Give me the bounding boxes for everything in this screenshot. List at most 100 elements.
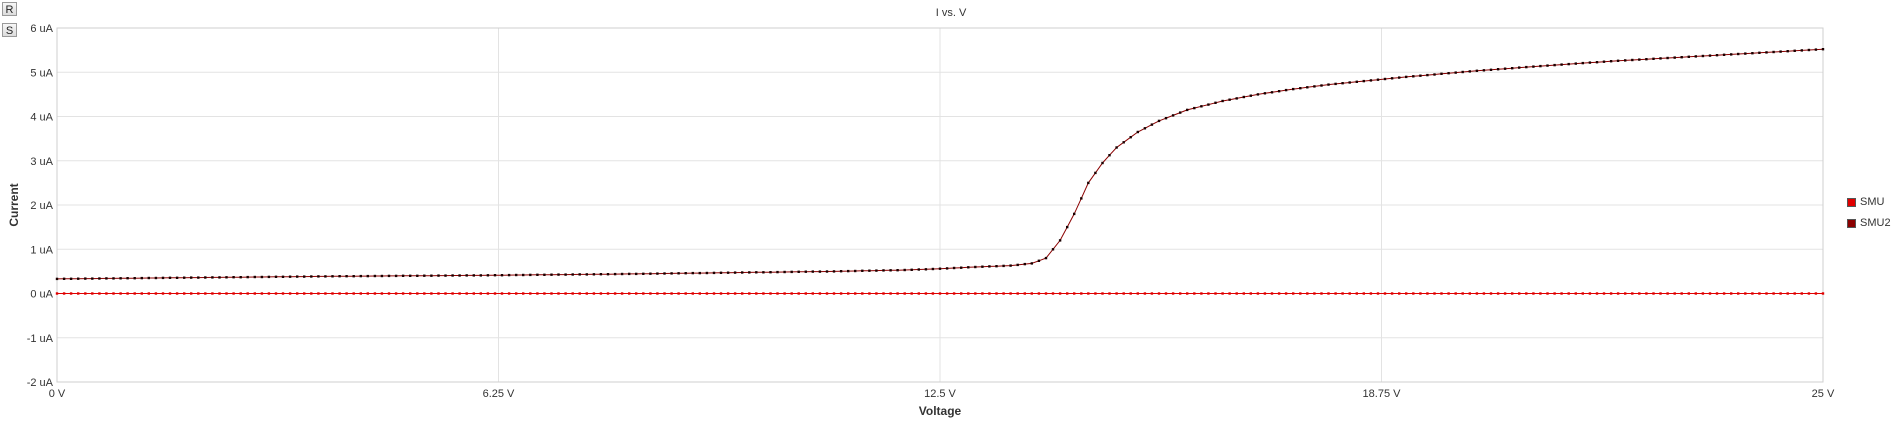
data-point [1150, 292, 1154, 295]
settings-button[interactable]: S [2, 23, 17, 37]
data-point [204, 292, 207, 295]
data-point [698, 271, 701, 275]
legend-item-smu[interactable]: SMU [1847, 196, 1884, 208]
data-point [783, 292, 786, 295]
y-tick-label: 6 uA [30, 23, 53, 35]
data-point [507, 292, 511, 295]
reset-button[interactable]: R [2, 2, 17, 16]
data-point [500, 292, 504, 295]
data-point [988, 292, 991, 295]
data-point [1638, 292, 1641, 295]
data-point [296, 292, 299, 295]
data-point [479, 292, 482, 295]
data-point [1277, 90, 1281, 93]
y-axis-label: Current [7, 183, 21, 226]
data-point [995, 265, 998, 268]
data-point [140, 276, 143, 280]
data-point [1263, 292, 1267, 295]
data-point [69, 277, 73, 280]
data-point [960, 266, 963, 269]
data-point [536, 292, 539, 295]
data-point [1292, 87, 1295, 91]
data-point [260, 292, 264, 295]
data-point [225, 292, 228, 295]
data-point [147, 276, 150, 280]
data-point [317, 292, 320, 295]
data-point [1496, 292, 1500, 295]
chart-title: I vs. V [936, 7, 967, 19]
data-point [1680, 56, 1683, 59]
data-point [338, 275, 341, 278]
data-point [366, 274, 369, 278]
data-point [825, 292, 829, 295]
data-point [1673, 56, 1676, 59]
data-point [380, 292, 384, 295]
data-point [338, 292, 341, 295]
data-point [1503, 292, 1507, 295]
data-point [1214, 292, 1217, 295]
data-point [1772, 292, 1775, 295]
data-point [1758, 51, 1761, 54]
data-point [91, 292, 94, 295]
data-point [1638, 58, 1641, 61]
data-point [1058, 239, 1062, 242]
series-layer [55, 48, 1825, 295]
data-point [1426, 73, 1429, 77]
data-point [769, 271, 772, 274]
data-point [882, 292, 885, 295]
data-point [1807, 48, 1811, 52]
data-point [359, 292, 362, 295]
data-point [733, 292, 737, 295]
data-point [1221, 292, 1224, 295]
data-point [1440, 292, 1443, 295]
data-point [656, 272, 659, 275]
data-point [479, 274, 482, 277]
data-point [232, 276, 235, 279]
data-point [536, 273, 539, 276]
data-point [345, 292, 348, 295]
data-point [677, 272, 680, 275]
data-point [1320, 292, 1323, 295]
data-point [1588, 292, 1592, 295]
data-point [748, 271, 751, 274]
data-point [712, 271, 716, 275]
data-point [1369, 292, 1373, 295]
data-point [705, 292, 709, 295]
data-point [1652, 292, 1655, 295]
data-point [1511, 292, 1514, 295]
data-point [1751, 52, 1754, 55]
data-point [726, 271, 730, 274]
data-point [1645, 58, 1648, 61]
data-point [628, 292, 631, 295]
data-point [1560, 63, 1563, 66]
data-point [1228, 98, 1231, 101]
data-point [1694, 292, 1697, 295]
data-point [472, 274, 475, 277]
data-point [1051, 248, 1055, 251]
data-point [1546, 292, 1549, 295]
y-tick-label: 3 uA [30, 156, 53, 168]
data-point [1299, 87, 1302, 90]
data-point [606, 273, 610, 276]
legend-item-smu2[interactable]: SMU2 [1847, 217, 1891, 229]
data-point [175, 276, 179, 279]
data-point [938, 267, 942, 270]
data-point [288, 275, 292, 278]
data-point [465, 292, 468, 295]
data-point [564, 292, 567, 295]
data-point [1730, 292, 1733, 295]
data-point [1320, 84, 1323, 87]
data-point [1405, 75, 1408, 79]
data-point [458, 274, 461, 277]
data-point [1030, 292, 1033, 295]
data-point [1193, 292, 1196, 295]
data-point [1066, 225, 1069, 229]
data-point [515, 292, 518, 295]
data-point [1539, 64, 1542, 68]
data-point [1518, 66, 1521, 69]
data-point [832, 270, 836, 273]
data-point [684, 292, 687, 295]
data-point [741, 292, 744, 295]
data-point [896, 269, 899, 272]
data-point [1758, 292, 1761, 295]
